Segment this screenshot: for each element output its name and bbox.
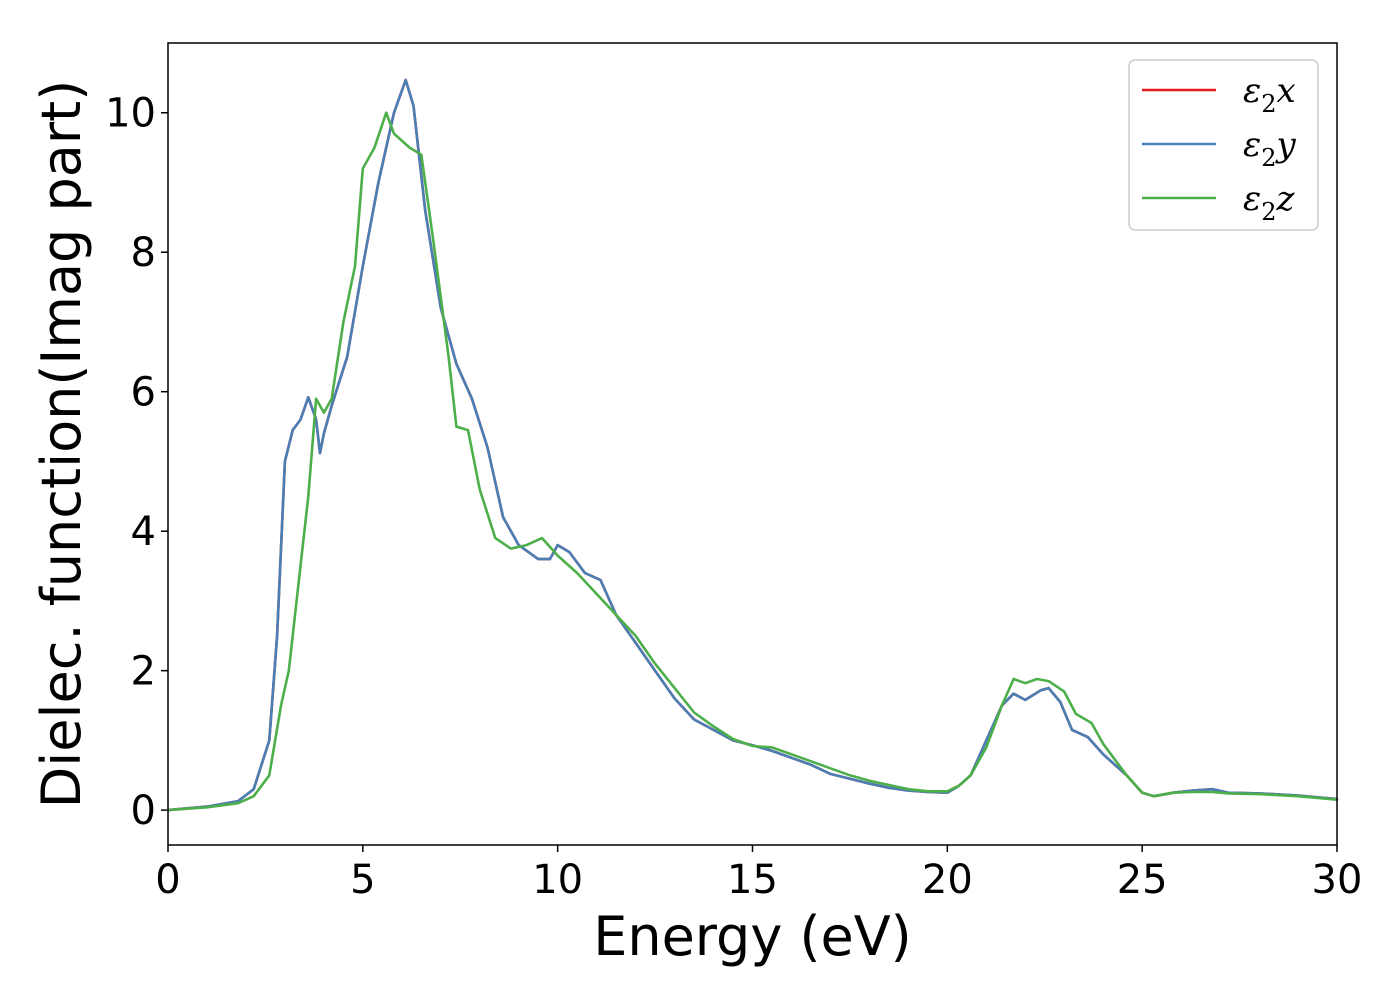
legend-label-z: ε2z (1243, 179, 1296, 226)
x-tick-label: 10 (532, 857, 583, 903)
y-tick-label: 6 (131, 370, 156, 416)
y-tick-label: 4 (131, 509, 156, 555)
y-axis-ticks: 0 2 4 6 8 10 (105, 91, 168, 834)
y-tick-label: 0 (131, 788, 156, 834)
x-tick-label: 30 (1312, 857, 1363, 903)
legend-box (1128, 59, 1319, 231)
legend-label-x: ε2x (1243, 71, 1296, 118)
y-tick-label: 2 (131, 649, 156, 695)
legend-label-y: ε2y (1243, 125, 1297, 172)
y-axis-title: Dielec. function(Imag part) (30, 80, 93, 809)
series-line-y (166, 78, 1339, 812)
x-axis-ticks: 0 5 10 15 20 25 30 (155, 845, 1362, 903)
plot-area-frame (167, 42, 1338, 846)
x-tick-label: 20 (922, 857, 973, 903)
series-layer (166, 78, 1339, 812)
x-tick-label: 0 (155, 857, 180, 903)
y-tick-label: 10 (105, 91, 156, 137)
x-axis-title: Energy (eV) (593, 905, 912, 968)
x-tick-label: 15 (727, 857, 778, 903)
y-tick-label: 8 (131, 230, 156, 276)
x-tick-label: 25 (1117, 857, 1168, 903)
legend: ε2x ε2y ε2z (1128, 59, 1319, 231)
x-tick-label: 5 (350, 857, 375, 903)
series-line-z (166, 111, 1339, 812)
